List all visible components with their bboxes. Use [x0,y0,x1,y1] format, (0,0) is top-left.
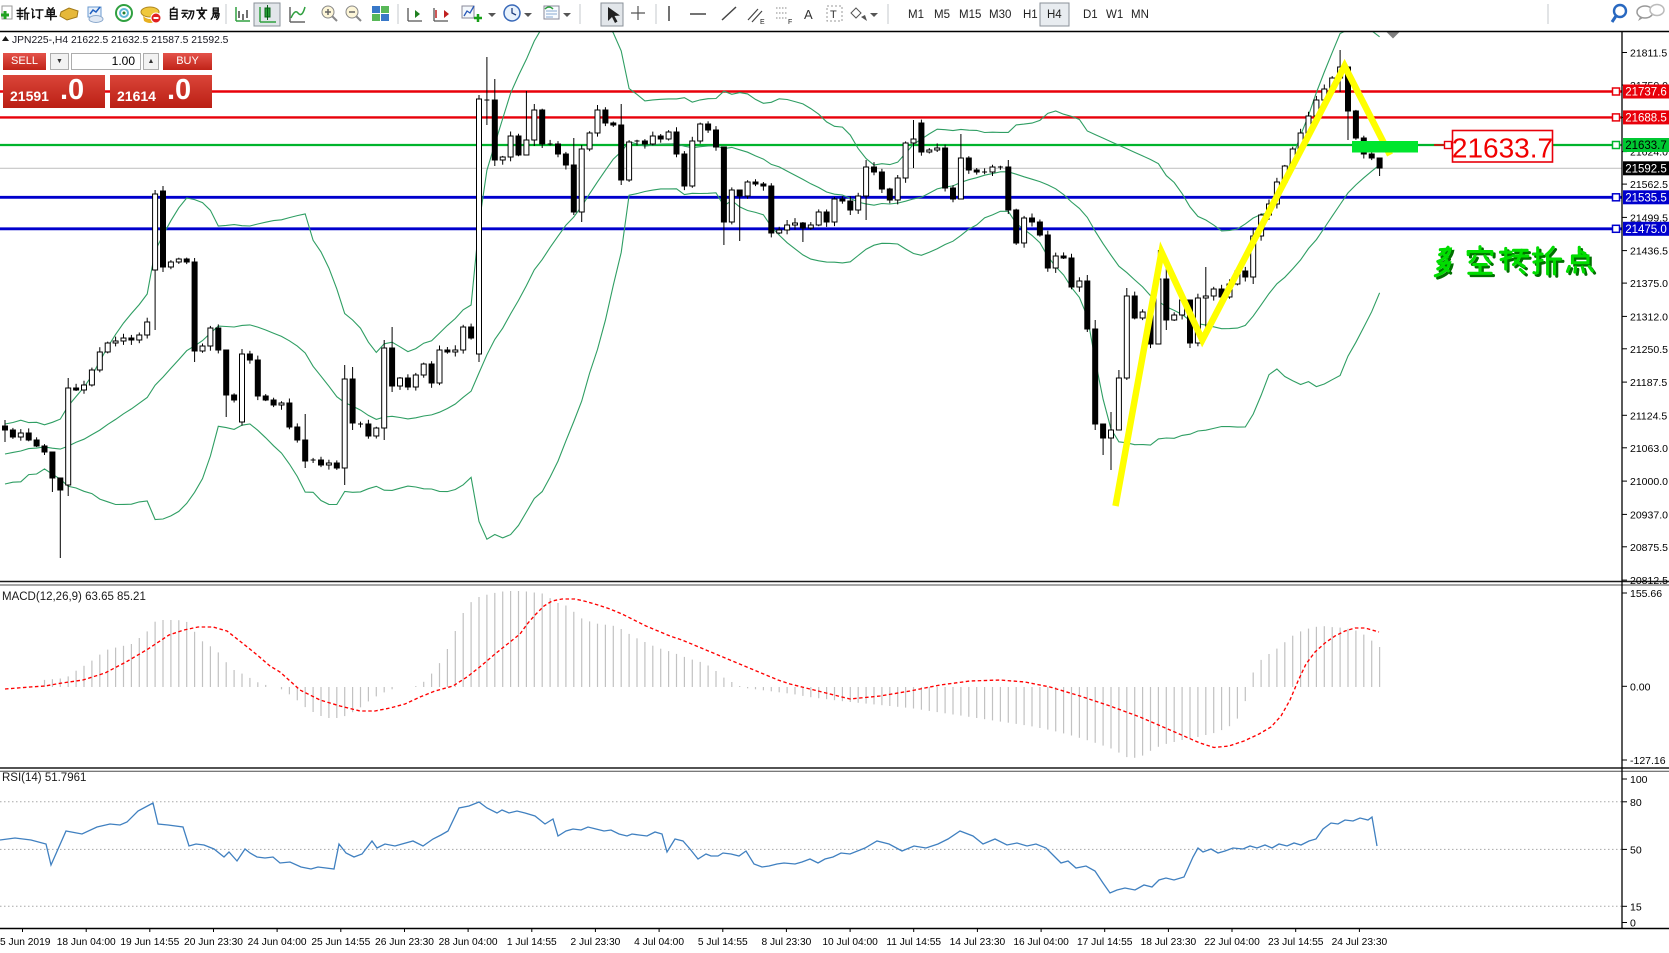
svg-text:21535.5: 21535.5 [1625,193,1667,205]
svg-text:80: 80 [1630,797,1642,809]
svg-text:1 Jul 14:55: 1 Jul 14:55 [507,937,557,948]
svg-text:11 Jul 14:55: 11 Jul 14:55 [886,937,941,948]
svg-text:20875.5: 20875.5 [1630,542,1668,554]
svg-text:21312.0: 21312.0 [1630,311,1668,323]
svg-text:20812.5: 20812.5 [1630,575,1668,587]
svg-text:-127.16: -127.16 [1630,755,1666,767]
svg-text:MN: MN [1131,9,1149,21]
svg-text:A: A [804,7,813,22]
svg-text:21562.5: 21562.5 [1630,179,1668,191]
svg-text:5 Jul 14:55: 5 Jul 14:55 [698,937,748,948]
svg-text:5 Jun 2019: 5 Jun 2019 [0,937,51,948]
svg-text:21811.5: 21811.5 [1630,48,1667,60]
svg-text:50: 50 [1630,844,1642,856]
svg-text:M1: M1 [908,9,924,21]
svg-text:0.00: 0.00 [1630,681,1651,693]
svg-text:25 Jun 14:55: 25 Jun 14:55 [311,937,370,948]
svg-text:24 Jul 23:30: 24 Jul 23:30 [1332,937,1388,948]
svg-text:19 Jun 14:55: 19 Jun 14:55 [120,937,179,948]
svg-text:18 Jul 23:30: 18 Jul 23:30 [1141,937,1197,948]
svg-text:21633.7: 21633.7 [1452,133,1553,164]
svg-text:10 Jul 04:00: 10 Jul 04:00 [822,937,878,948]
svg-text:21436.5: 21436.5 [1630,246,1668,258]
svg-text:24 Jun 04:00: 24 Jun 04:00 [248,937,307,948]
svg-text:16 Jul 04:00: 16 Jul 04:00 [1013,937,1069,948]
svg-text:21688.5: 21688.5 [1625,113,1667,125]
svg-text:23 Jul 14:55: 23 Jul 14:55 [1268,937,1324,948]
svg-text:M30: M30 [989,9,1011,21]
svg-text:F: F [788,19,792,26]
svg-text:M5: M5 [934,9,950,21]
svg-text:20 Jun 23:30: 20 Jun 23:30 [184,937,243,948]
svg-text:2 Jul 23:30: 2 Jul 23:30 [570,937,620,948]
svg-text:21499.5: 21499.5 [1630,212,1668,224]
svg-text:4 Jul 04:00: 4 Jul 04:00 [634,937,684,948]
svg-text:155.66: 155.66 [1630,588,1662,600]
svg-text:21063.0: 21063.0 [1630,443,1668,455]
svg-text:18 Jun 04:00: 18 Jun 04:00 [57,937,116,948]
svg-text:21475.0: 21475.0 [1625,224,1667,236]
svg-text:8 Jul 23:30: 8 Jul 23:30 [761,937,811,948]
svg-text:26 Jun 23:30: 26 Jun 23:30 [375,937,434,948]
svg-text:21375.0: 21375.0 [1630,278,1668,290]
svg-text:E: E [760,19,765,26]
svg-text:H4: H4 [1047,9,1062,21]
svg-text:21250.5: 21250.5 [1630,344,1668,356]
svg-text:21737.6: 21737.6 [1625,87,1667,99]
svg-text:W1: W1 [1106,9,1123,21]
svg-text:15: 15 [1630,901,1642,913]
svg-text:JPN225-,H4 21622.5 21632.5 21: JPN225-,H4 21622.5 21632.5 21587.5 21592… [12,35,229,46]
svg-text:17 Jul 14:55: 17 Jul 14:55 [1077,937,1133,948]
svg-text:21000.0: 21000.0 [1630,476,1668,488]
svg-text:21592.5: 21592.5 [1625,164,1667,176]
svg-text:14 Jul 23:30: 14 Jul 23:30 [950,937,1006,948]
svg-text:0: 0 [1630,918,1636,930]
svg-text:T: T [830,9,837,21]
svg-text:RSI(14) 51.7961: RSI(14) 51.7961 [2,772,86,784]
svg-text:M15: M15 [959,9,981,21]
svg-text:H1: H1 [1023,9,1038,21]
svg-text:21187.5: 21187.5 [1630,377,1667,389]
svg-text:20937.0: 20937.0 [1630,509,1668,521]
svg-text:21633.7: 21633.7 [1625,140,1667,152]
svg-text:MACD(12,26,9) 63.65 85.21: MACD(12,26,9) 63.65 85.21 [2,591,146,603]
svg-text:100: 100 [1630,774,1648,786]
svg-text:28 Jun 04:00: 28 Jun 04:00 [439,937,498,948]
svg-text:D1: D1 [1083,9,1098,21]
svg-text:21124.5: 21124.5 [1630,410,1667,422]
svg-text:22 Jul 04:00: 22 Jul 04:00 [1204,937,1260,948]
